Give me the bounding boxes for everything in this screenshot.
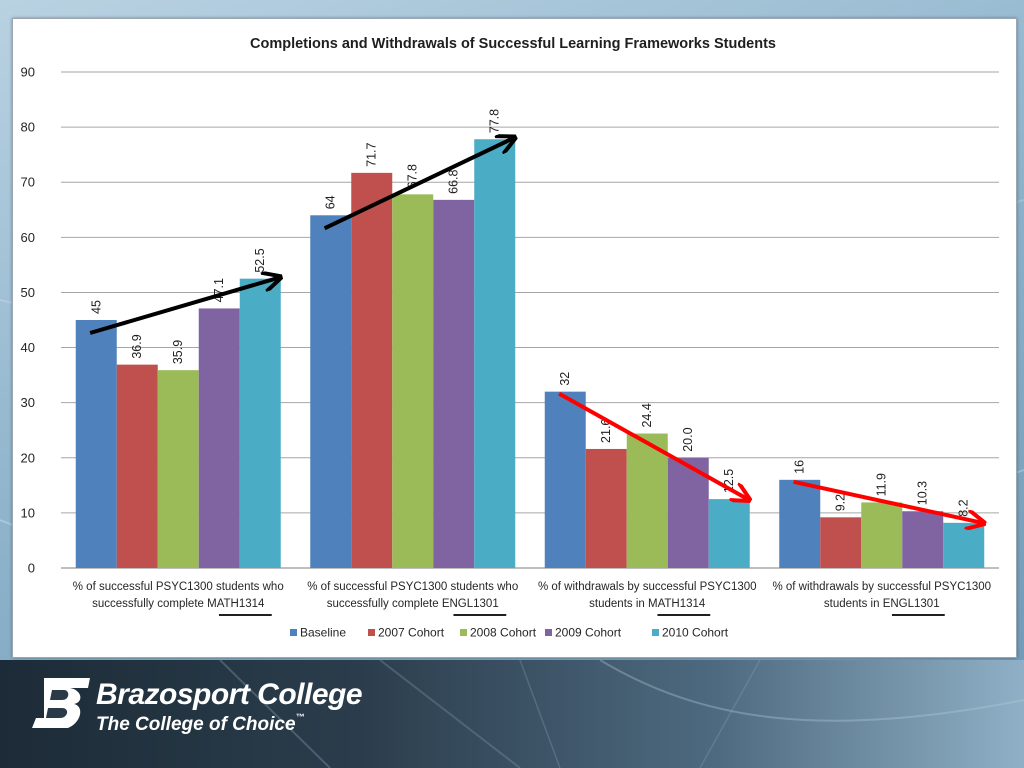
y-tick-label: 30 [21,395,35,410]
y-tick-label: 60 [21,230,35,245]
bar-2007-cohort [351,172,393,568]
data-label: 67.8 [406,164,420,188]
x-category-label-line2: successfully complete ENGL1301 [327,598,499,610]
x-category-course: ENGL1301 [442,598,499,610]
y-tick-label: 40 [21,340,35,355]
chart-frame: Completions and Withdrawals of Successfu… [12,18,1017,658]
bar-baseline [310,215,352,569]
bar-baseline [75,320,117,568]
y-tick-label: 10 [21,505,35,520]
data-label: 21.6 [599,419,613,443]
legend-label: 2007 Cohort [378,626,445,640]
y-tick-label: 80 [21,120,35,135]
bar-2009-cohort [667,457,709,568]
bar-2007-cohort [820,517,862,568]
trend-arrow [323,138,514,231]
x-category-course: MATH1314 [648,598,706,610]
data-label: 64 [324,195,338,209]
y-tick-label: 90 [21,65,35,80]
x-category-course: ENGL1301 [883,598,940,610]
legend-label: Baseline [300,626,346,640]
x-axis-categories: % of successful PSYC1300 students who suc… [73,581,991,616]
data-label: 47.1 [212,278,226,302]
legend-label: 2009 Cohort [555,626,622,640]
footer-bar: Brazosport College The College of Choice… [0,660,1024,768]
bar-2010-cohort [943,522,985,568]
trend-arrow [558,391,748,499]
chart-title: Completions and Withdrawals of Successfu… [250,36,776,52]
data-label: 9.2 [834,494,848,511]
bar-2008-cohort [626,433,668,568]
legend-swatch [460,629,467,636]
x-category-label: % of successful PSYC1300 students who [73,581,284,593]
data-label: 77.8 [488,109,502,133]
y-tick-label: 50 [21,285,35,300]
trend-arrow [89,278,279,335]
data-label: 45 [89,300,103,314]
bar-2010-cohort [239,278,281,568]
legend-swatch [545,629,552,636]
bar-2007-cohort [585,448,627,568]
x-category-label: % of withdrawals by successful PSYC1300 [538,581,757,593]
data-label: 8.2 [957,499,971,516]
bar-2008-cohort [157,370,199,568]
bar-2009-cohort [198,308,240,568]
bars [75,139,985,569]
legend: Baseline 2007 Cohort 2008 Cohort 2009 Cohor… [290,626,729,640]
brand-name: Brazosport College [96,678,363,711]
y-tick-label: 0 [28,561,35,576]
brand-tagline: The College of Choice™ [96,712,305,736]
data-label: 36.9 [130,334,144,358]
legend-swatch [368,629,375,636]
trademark-symbol: ™ [295,712,305,722]
data-label: 32 [558,372,572,386]
data-label: 11.9 [875,473,889,496]
y-tick-label: 70 [21,175,35,190]
legend-label: 2010 Cohort [662,626,729,640]
bar-2009-cohort [902,511,944,568]
data-label: 10.3 [916,481,930,505]
x-category-label-line2: successfully complete MATH1314 [92,598,265,610]
x-category-label-prefix: successfully complete [327,598,442,610]
x-category-label-prefix: successfully complete [92,598,207,610]
data-label: 24.4 [640,403,654,427]
bar-baseline [779,479,821,568]
data-label: 20.0 [681,427,695,451]
legend-swatch [652,629,659,636]
data-label: 16 [793,460,807,474]
data-labels: 45 64 32 16 36.9 71.7 21.6 9.2 35.9 67.8 24.4 11.9 4… [89,109,971,517]
x-category-label: % of successful PSYC1300 students who [307,581,518,593]
trend-arrows [89,138,983,523]
trend-arrow [793,479,983,523]
bar-2008-cohort [392,194,434,568]
bar-2010-cohort [474,139,516,568]
x-category-label-line2: students in MATH1314 [589,598,706,610]
tagline-text: The College of Choice [96,714,296,735]
bar-baseline [544,391,586,568]
bar-2010-cohort [708,499,750,568]
x-category-label: % of withdrawals by successful PSYC1300 [772,581,991,593]
x-category-label-line2: students in ENGL1301 [824,598,940,610]
data-label: 66.8 [447,169,461,193]
x-category-label-prefix: students in [589,598,648,610]
y-tick-label: 20 [21,450,35,465]
bar-2007-cohort [116,364,158,568]
y-axis-ticks: 0 10 20 30 40 50 60 70 80 90 [21,65,35,576]
data-label: 52.5 [253,248,267,272]
bar-2008-cohort [861,502,903,568]
data-label: 71.7 [365,142,379,166]
x-category-course: MATH1314 [207,598,265,610]
bar-2009-cohort [433,199,475,568]
bar-chart: Completions and Withdrawals of Successfu… [21,36,999,640]
footer-decoration [219,660,1024,768]
brazosport-logo-icon [32,678,90,728]
legend-swatch [290,629,297,636]
x-category-label-prefix: students in [824,598,883,610]
data-label: 35.9 [171,340,185,364]
legend-label: 2008 Cohort [470,626,537,640]
